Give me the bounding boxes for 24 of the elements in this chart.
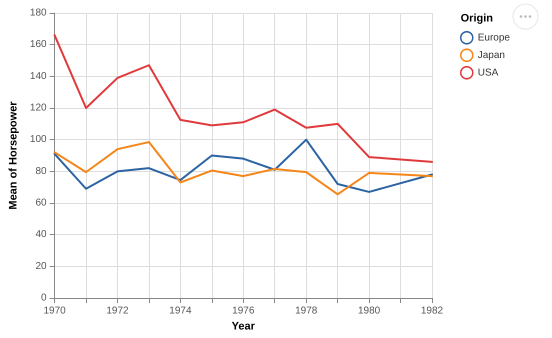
y-axis-title: Mean of Horsepower: [8, 100, 20, 210]
x-tick-label: 1974: [169, 306, 192, 316]
y-tick-label: 120: [30, 102, 48, 114]
y-tick-label: 100: [30, 134, 48, 146]
line-series: [54, 34, 433, 163]
x-tick-label: 1980: [358, 306, 381, 316]
y-tick-label: 0: [41, 292, 48, 304]
y-tick-label: 60: [35, 198, 48, 208]
x-axis-title: Year: [232, 320, 256, 332]
x-tick-label: 1970: [43, 306, 66, 316]
x-tick-label: 1972: [106, 306, 130, 316]
y-tick-label: 140: [30, 70, 48, 82]
y-tick-label: 180: [30, 8, 48, 18]
legend-label: Japan: [478, 50, 505, 61]
x-tick-label: 1976: [232, 306, 255, 316]
y-tick-label: 80: [35, 166, 48, 177]
legend-label: USA: [478, 67, 499, 78]
x-tick-label: 1978: [295, 306, 318, 316]
legend-label: Europe: [478, 32, 510, 44]
legend-title: Origin: [460, 12, 494, 24]
y-tick-label: 40: [35, 229, 48, 240]
y-tick-label: 20: [35, 260, 48, 272]
x-tick-label: 1982: [420, 306, 444, 316]
y-tick-label: 160: [30, 39, 48, 50]
